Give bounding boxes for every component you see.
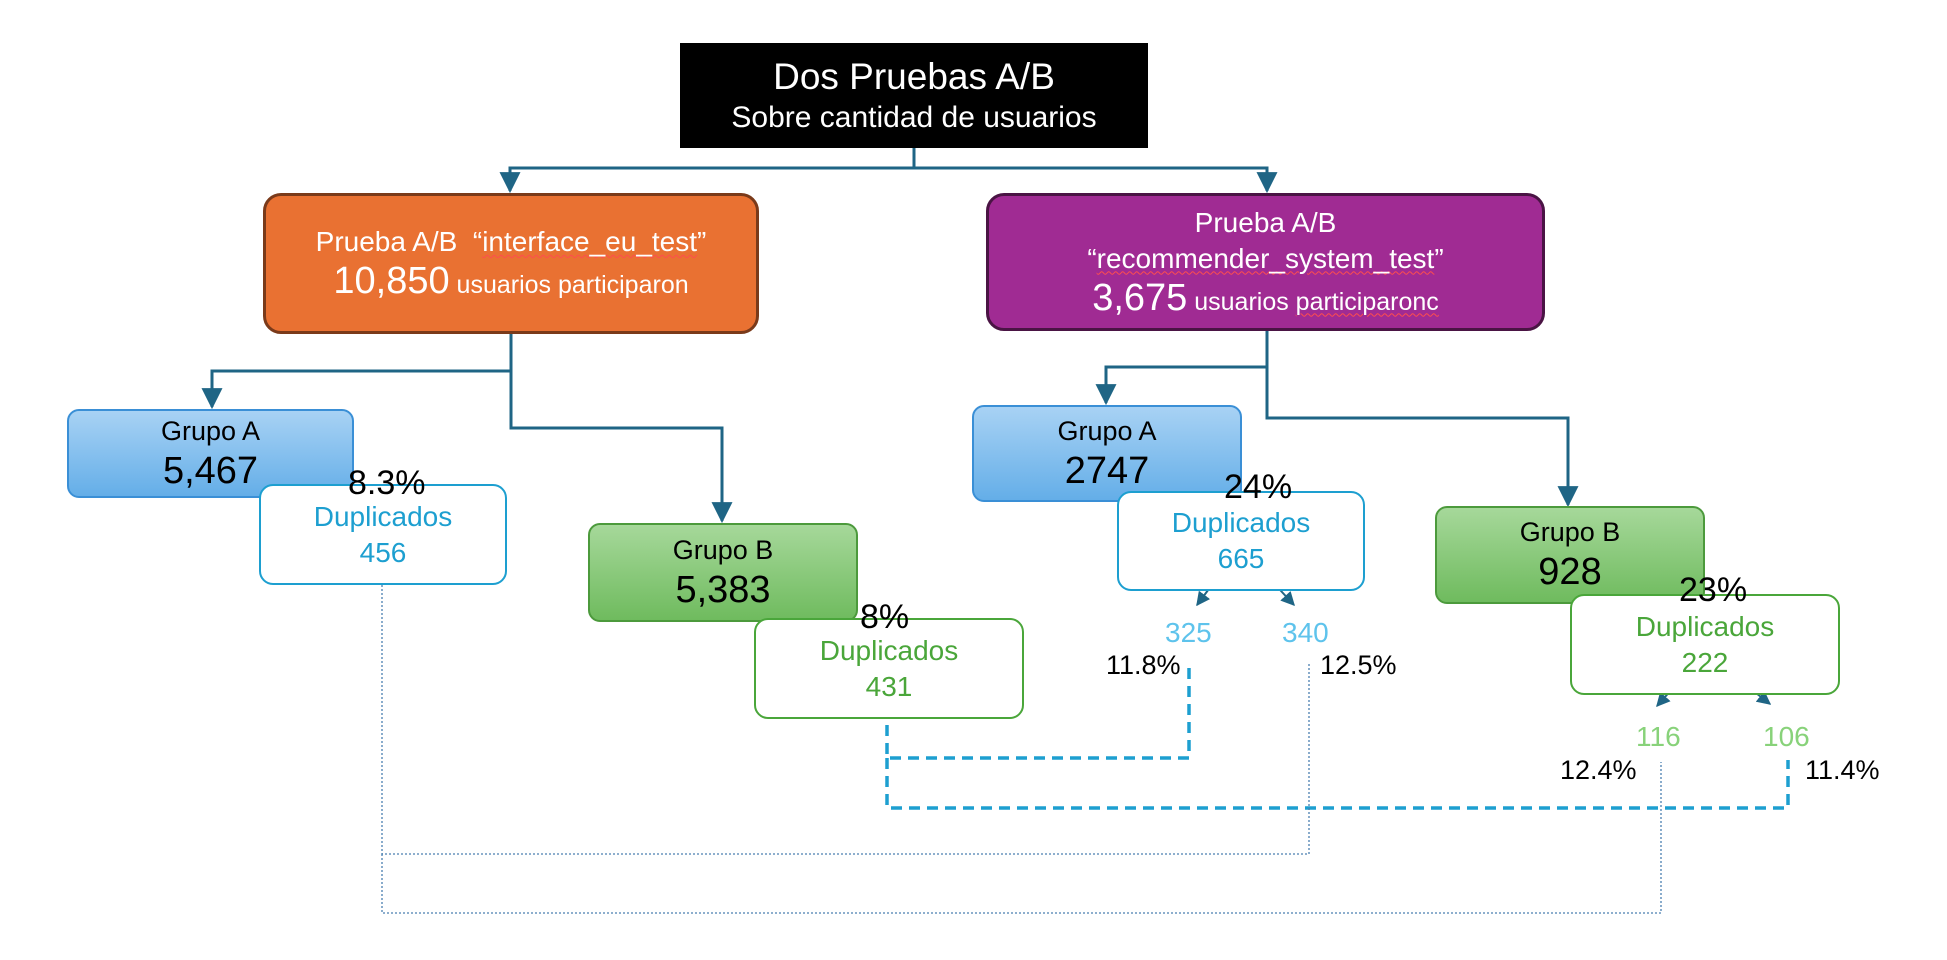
left-group-b-duplicates-percent: 8%	[860, 598, 910, 636]
right-group-b-label: Grupo B	[1519, 517, 1621, 547]
dotted-link-456-340	[381, 585, 1310, 855]
dashed-link-431-106	[885, 758, 1790, 810]
left-group-b-duplicates-label: Duplicados	[819, 634, 959, 666]
left-group-b-duplicates-count: 431	[865, 670, 913, 702]
test-interface-eu-count: 10,850	[333, 260, 450, 302]
right-group-b-duplicates-box: Duplicados 222	[1570, 594, 1840, 695]
left-group-b-label: Grupo B	[672, 534, 774, 565]
test-recommender-label: Prueba A/B	[1194, 206, 1337, 238]
test-recommender-id: recommender_system_test	[1096, 242, 1435, 274]
right-group-a-duplicates-count: 665	[1217, 543, 1265, 574]
left-group-a-duplicates-box: Duplicados 456	[259, 484, 507, 585]
right-group-b-box: Grupo B 928	[1435, 506, 1705, 604]
left-group-a-duplicates-percent: 8.3%	[348, 464, 426, 502]
left-group-b-duplicates-box: Duplicados 431	[754, 618, 1024, 719]
right-group-a-duplicates-percent: 24%	[1224, 468, 1293, 506]
left-group-a-label: Grupo A	[160, 415, 261, 446]
right-group-b-users: 928	[1538, 551, 1602, 593]
right-group-b-duplicates-percent: 23%	[1679, 571, 1748, 609]
left-group-b-users: 5,383	[675, 568, 771, 611]
test-interface-eu-unit: usuarios participaron	[449, 271, 689, 299]
right-group-b-split-count-2: 106	[1763, 721, 1810, 752]
right-group-b-split-count-1: 116	[1636, 721, 1681, 752]
left-group-a-box: Grupo A 5,467	[67, 409, 354, 498]
dashed-link-431-325	[885, 662, 1191, 760]
title-to-left-arrow	[499, 166, 914, 194]
right-test-to-group-a-arrow	[1095, 331, 1269, 406]
diagram-title-box: Dos Pruebas A/B Sobre cantidad de usuari…	[680, 43, 1148, 148]
right-group-b-duplicates-count: 222	[1681, 646, 1729, 678]
test-recommender-unit: participaronc	[1295, 287, 1439, 316]
right-group-b-duplicates-label: Duplicados	[1635, 610, 1775, 642]
right-group-b-split-percent-1: 12.4%	[1560, 755, 1637, 785]
test-interface-eu-name: Prueba A/B “interface_eu_test”	[315, 226, 707, 257]
dotted-link-456-116	[381, 762, 1662, 914]
left-test-to-group-a-arrow	[201, 334, 513, 410]
title-to-right-arrow	[914, 166, 1278, 194]
diagram-subtitle: Sobre cantidad de usuarios	[731, 100, 1097, 134]
right-group-a-split-count-1: 325	[1165, 617, 1212, 648]
diagram-title: Dos Pruebas A/B	[773, 55, 1055, 97]
right-group-a-split-percent-1: 11.8%	[1106, 650, 1181, 680]
right-group-a-split-count-2: 340	[1282, 617, 1329, 648]
left-group-a-duplicates-count: 456	[359, 536, 407, 568]
test-recommender-box: Prueba A/B “recommender_system_test” 3,6…	[986, 193, 1545, 331]
left-group-a-users: 5,467	[162, 449, 259, 492]
test-recommender-name: “recommender_system_test”	[1087, 242, 1444, 274]
right-group-a-users: 2747	[1064, 449, 1150, 492]
right-group-a-duplicates-label: Duplicados	[1171, 507, 1311, 538]
left-test-to-group-b-arrow	[509, 371, 733, 524]
right-group-b-split-percent-2: 11.4%	[1805, 755, 1880, 785]
test-recommender-count: 3,675	[1092, 276, 1188, 319]
right-group-a-label: Grupo A	[1057, 415, 1157, 446]
right-group-a-box: Grupo A 2747	[972, 405, 1242, 502]
right-group-a-split-percent-2: 12.5%	[1320, 650, 1397, 680]
right-test-to-group-b-arrow	[1265, 367, 1579, 508]
test-interface-eu-id: interface_eu_test	[482, 226, 698, 257]
left-group-b-box: Grupo B 5,383	[588, 523, 858, 622]
right-group-a-duplicates-box: Duplicados 665	[1117, 491, 1365, 591]
test-interface-eu-count-line: 10,850 usuarios participaron	[333, 260, 688, 303]
test-recommender-count-line: 3,675 usuarios participaronc	[1092, 276, 1439, 319]
left-group-a-duplicates-label: Duplicados	[313, 500, 453, 532]
test-interface-eu-box: Prueba A/B “interface_eu_test” 10,850 us…	[263, 193, 759, 334]
